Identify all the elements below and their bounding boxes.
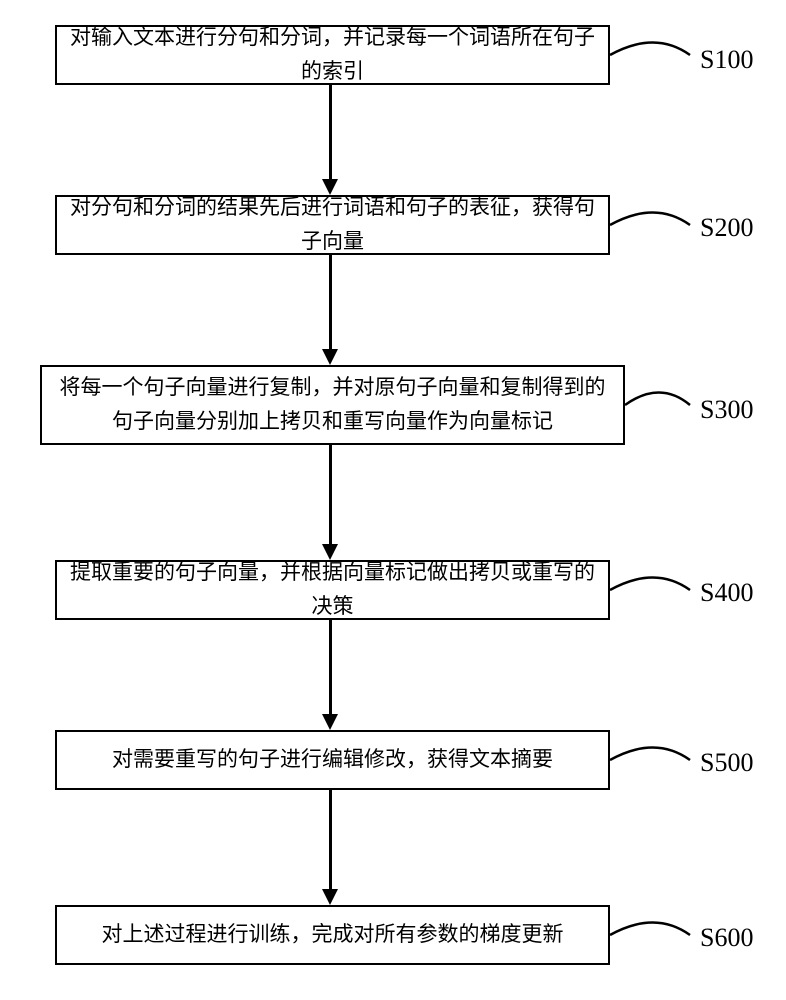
arrow-head-3	[322, 544, 338, 560]
arrow-head-1	[322, 179, 338, 195]
arrow-head-5	[322, 889, 338, 905]
flowchart-canvas: 对输入文本进行分句和分词，并记录每一个词语所在句子的索引 对分句和分词的结果先后…	[0, 0, 786, 1000]
arrow-line-4	[329, 620, 332, 714]
connector-s600	[0, 0, 786, 1000]
arrow-line-1	[329, 85, 332, 179]
arrow-line-2	[329, 255, 332, 349]
arrow-head-4	[322, 714, 338, 730]
arrow-line-3	[329, 445, 332, 544]
arrow-head-2	[322, 349, 338, 365]
arrow-line-5	[329, 790, 332, 889]
